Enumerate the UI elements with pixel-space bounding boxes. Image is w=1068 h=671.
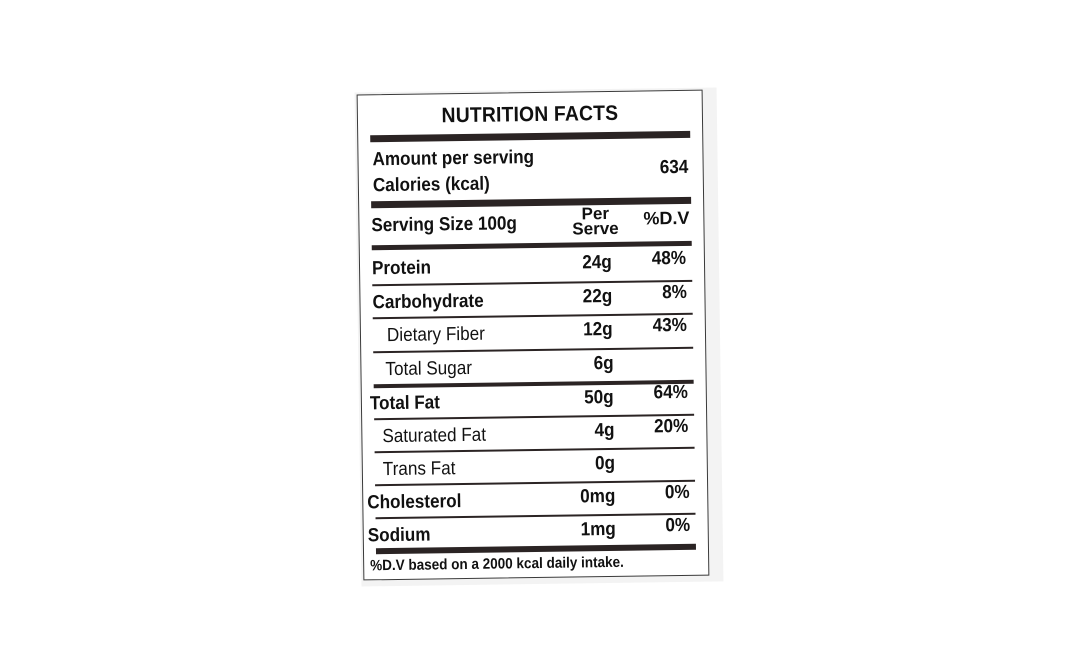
nutrient-per-serve: 6g <box>593 352 614 375</box>
row-divider <box>372 312 693 320</box>
row-divider <box>373 346 694 354</box>
nutrient-per-serve: 24g <box>582 251 613 274</box>
nutrient-name: Sodium <box>367 524 431 547</box>
row-divider <box>372 279 693 287</box>
per-serve-header: Per Serve <box>565 204 625 239</box>
header-divider <box>371 240 692 251</box>
nutrient-per-serve: 4g <box>594 419 615 442</box>
nutrition-label-image: NUTRITION FACTS Amount per serving Calor… <box>349 85 724 587</box>
nutrient-name: Total Fat <box>369 392 441 415</box>
panel-title: NUTRITION FACTS <box>441 101 619 128</box>
nutrient-dv: 64% <box>653 381 688 404</box>
nutrient-dv: 0% <box>664 481 690 504</box>
nutrient-dv: 43% <box>652 314 688 337</box>
nutrient-name: Saturated Fat <box>382 424 487 448</box>
nutrient-per-serve: 1mg <box>580 518 616 541</box>
nutrient-per-serve: 50g <box>584 386 615 409</box>
nutrient-name: Carbohydrate <box>372 290 484 314</box>
serving-size-label: Serving Size 100g <box>371 213 517 237</box>
dv-header: %D.V <box>643 207 690 229</box>
nutrient-per-serve: 0mg <box>579 485 616 508</box>
nutrition-facts-panel: NUTRITION FACTS Amount per serving Calor… <box>356 89 710 581</box>
row-divider <box>373 379 694 389</box>
nutrient-name: Dietary Fiber <box>386 323 485 347</box>
row-divider <box>375 512 696 520</box>
nutrient-name: Total Sugar <box>385 357 473 381</box>
calories-value: 634 <box>659 156 689 179</box>
nutrient-dv: 8% <box>661 281 687 304</box>
row-divider <box>374 446 695 454</box>
nutrient-dv: 48% <box>651 247 687 270</box>
nutrient-per-serve: 22g <box>582 285 613 308</box>
nutrient-name: Protein <box>371 257 432 280</box>
daily-value-footnote: %D.V based on a 2000 kcal daily intake. <box>370 553 624 575</box>
nutrient-dv: 20% <box>653 415 689 438</box>
nutrient-name: Cholesterol <box>367 491 462 514</box>
nutrient-per-serve: 12g <box>583 318 614 341</box>
nutrient-dv: 0% <box>664 514 690 537</box>
title-divider <box>370 130 691 143</box>
nutrient-per-serve: 0g <box>594 452 615 475</box>
row-divider <box>375 479 696 487</box>
per-serve-header-line2: Serve <box>572 218 619 239</box>
nutrient-name: Trans Fat <box>382 458 456 481</box>
amount-per-serving-label: Amount per serving <box>372 147 535 171</box>
calories-label: Calories (kcal) <box>372 173 490 197</box>
row-divider <box>374 413 695 421</box>
